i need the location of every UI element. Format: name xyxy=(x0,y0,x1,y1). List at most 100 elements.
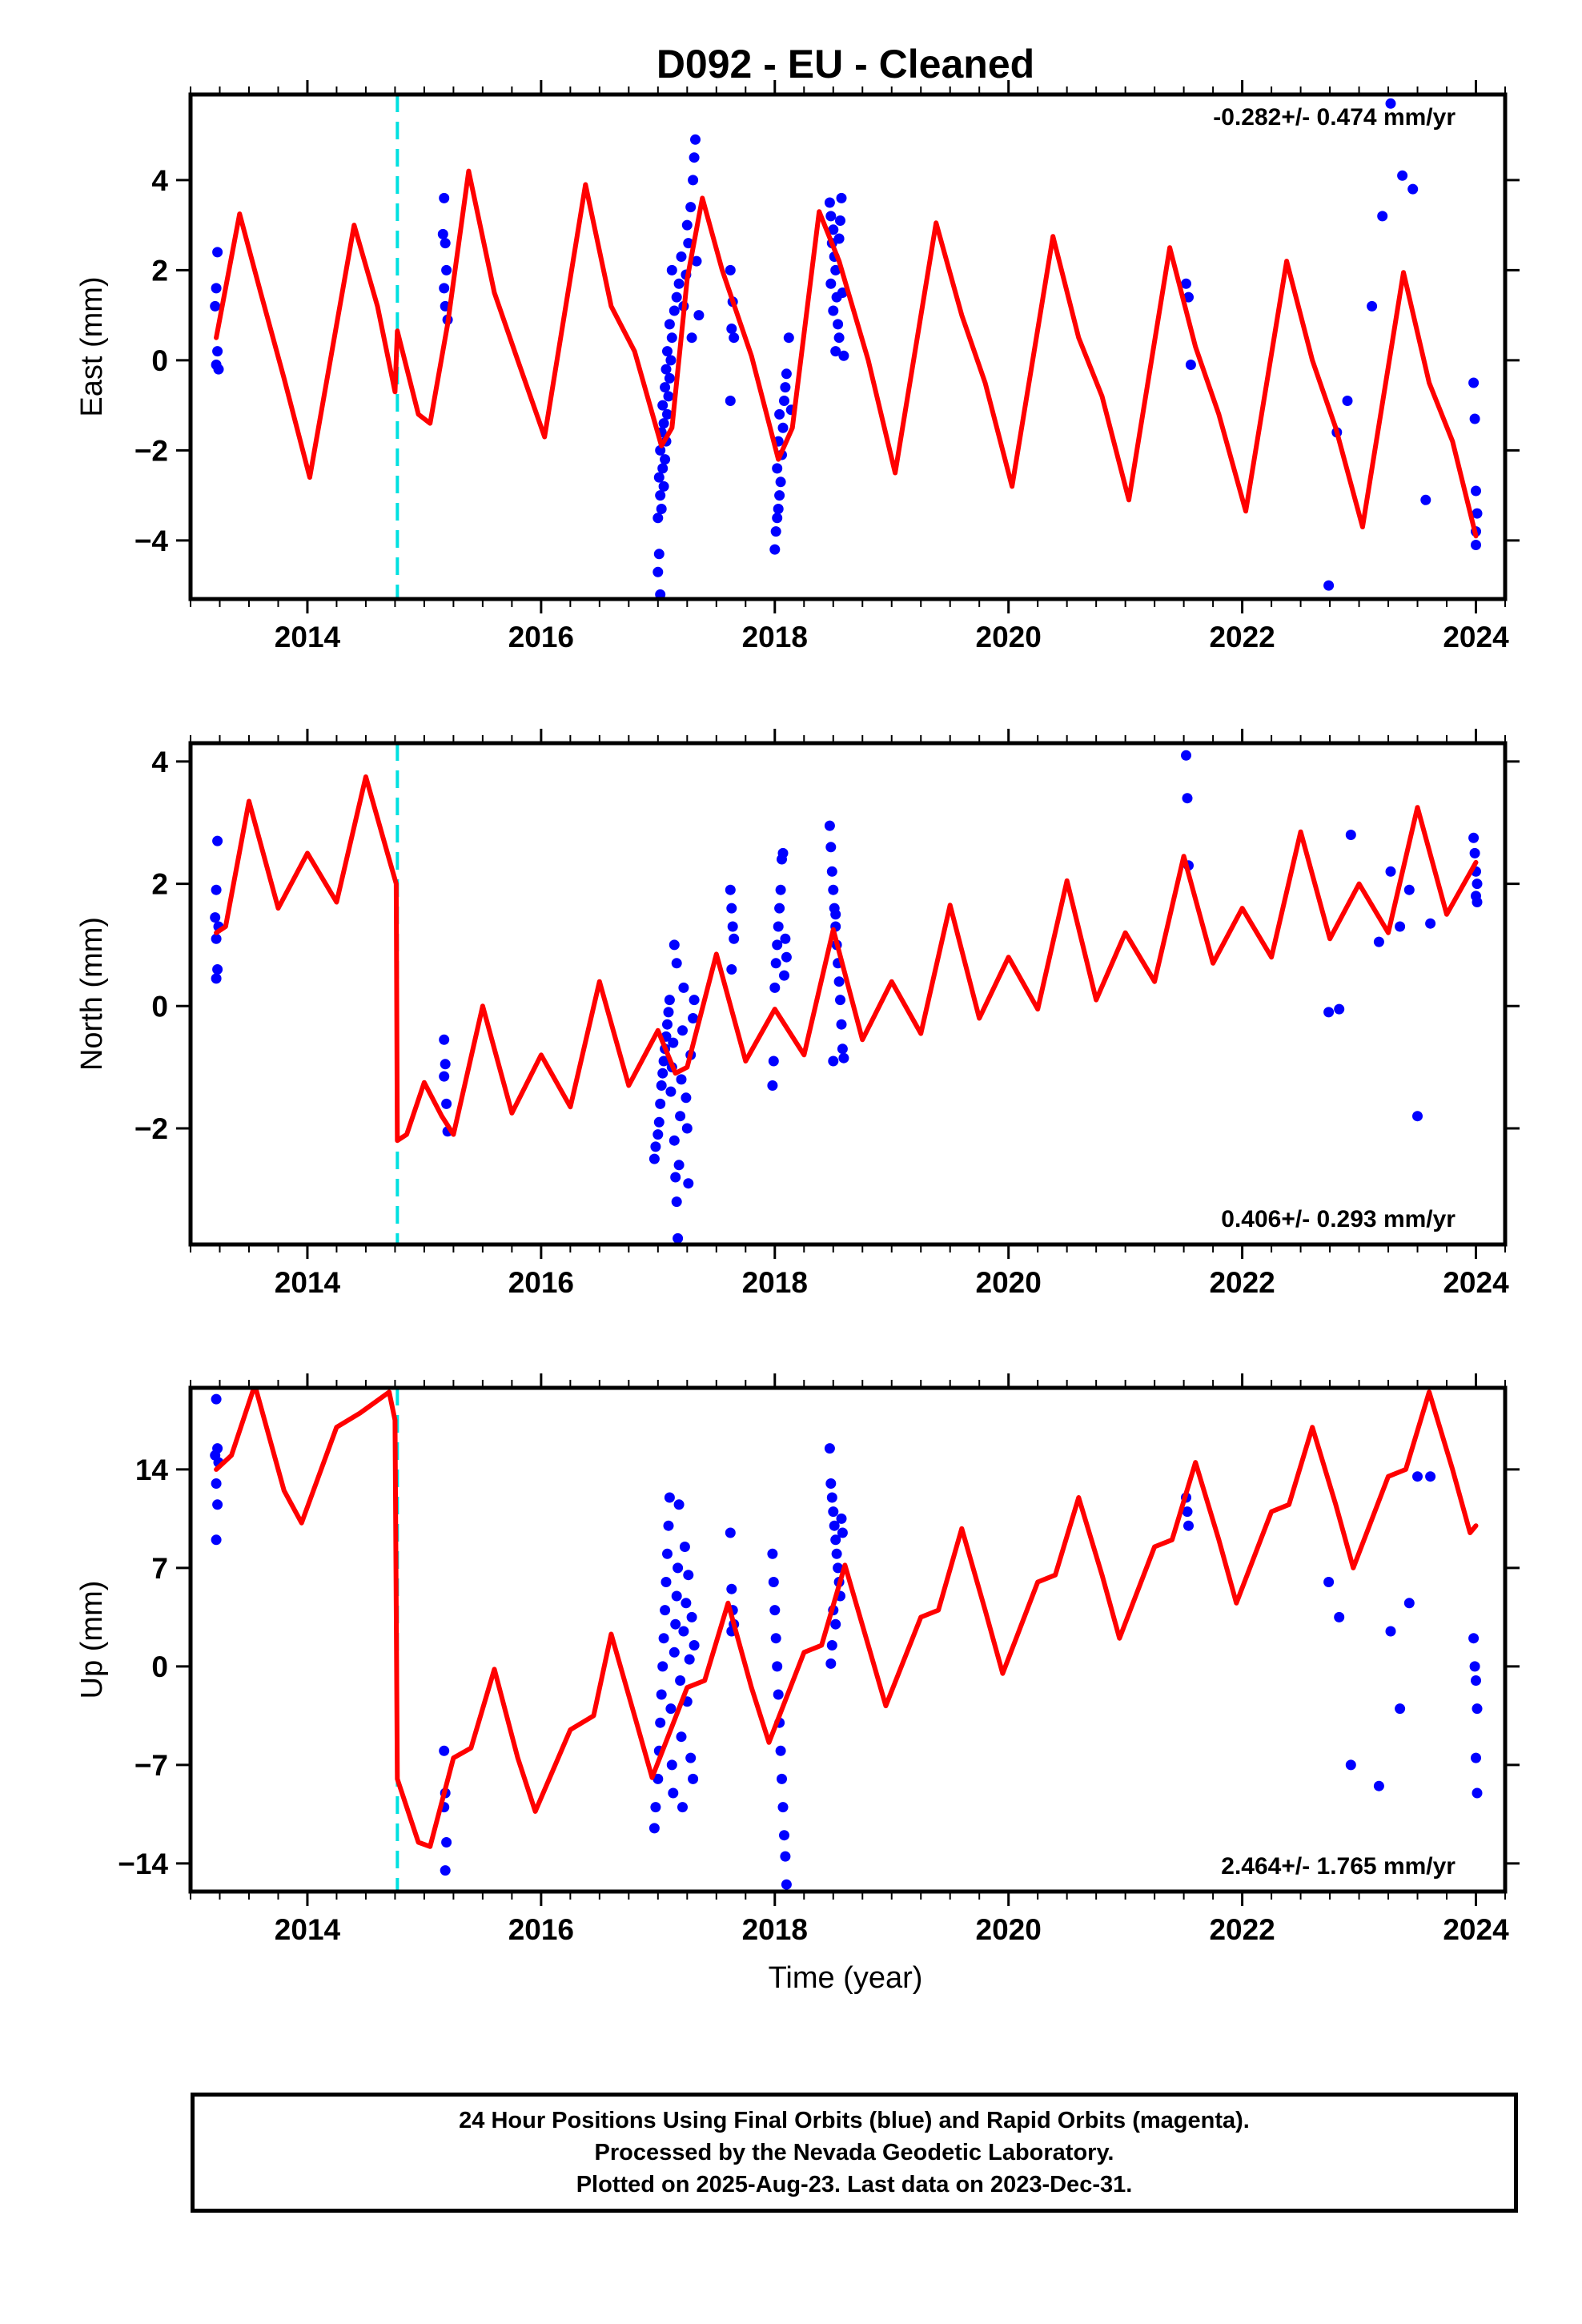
data-point xyxy=(648,1823,660,1834)
data-point xyxy=(1403,1598,1415,1609)
data-point xyxy=(655,1098,666,1109)
data-point xyxy=(1469,847,1480,858)
data-point xyxy=(668,1037,679,1048)
data-point xyxy=(693,310,705,321)
data-point xyxy=(1425,1471,1436,1482)
data-point xyxy=(1420,494,1431,505)
data-point xyxy=(683,1178,694,1189)
data-point xyxy=(683,238,694,249)
data-point xyxy=(1373,936,1384,947)
data-point xyxy=(726,324,737,334)
data-point xyxy=(658,1633,669,1644)
x-tick-label: 2014 xyxy=(275,1913,341,1946)
data-point xyxy=(1182,793,1193,804)
data-point xyxy=(676,1074,687,1085)
data-point xyxy=(1181,750,1191,761)
data-point xyxy=(773,1689,784,1700)
data-point xyxy=(211,933,222,944)
y-tick-label: 14 xyxy=(135,1454,169,1486)
model-curve-up xyxy=(214,1388,1479,1849)
data-point xyxy=(830,346,841,357)
data-point xyxy=(1183,1520,1194,1531)
data-point xyxy=(1367,300,1378,312)
data-point xyxy=(838,1052,849,1063)
data-point xyxy=(773,921,784,932)
plot-frame-east xyxy=(188,92,1508,601)
data-point xyxy=(670,1618,681,1630)
x-tick-label: 2018 xyxy=(742,1266,808,1299)
data-point xyxy=(688,1013,699,1023)
x-tick-label: 2014 xyxy=(275,1266,341,1299)
data-point xyxy=(767,1080,778,1091)
data-point xyxy=(1471,1675,1481,1686)
data-point xyxy=(656,1689,667,1700)
data-point xyxy=(1407,183,1419,195)
data-point xyxy=(439,1034,450,1045)
data-point xyxy=(825,278,837,289)
data-point xyxy=(1323,580,1335,591)
data-point xyxy=(212,1499,223,1510)
data-point xyxy=(1425,918,1436,929)
data-point xyxy=(661,364,672,375)
y-axis-label-north: North (mm) xyxy=(75,917,109,1071)
data-point xyxy=(653,549,665,560)
data-point xyxy=(833,1562,844,1574)
data-point xyxy=(676,1731,687,1743)
data-point xyxy=(1323,1007,1335,1018)
data-point xyxy=(772,463,783,474)
data-point xyxy=(828,305,839,316)
x-tick-label: 2018 xyxy=(742,621,808,653)
data-point xyxy=(833,976,845,987)
data-point xyxy=(772,1661,783,1672)
data-point xyxy=(1377,211,1388,222)
data-point xyxy=(657,1068,669,1079)
plot-area-east xyxy=(210,94,1483,599)
plot-area-up xyxy=(210,1388,1483,1892)
data-point xyxy=(833,332,845,344)
data-point xyxy=(830,264,841,275)
data-point xyxy=(837,1527,848,1538)
data-point xyxy=(210,300,221,312)
model-curve-east xyxy=(214,168,1479,539)
data-point xyxy=(655,490,666,501)
data-point xyxy=(830,1618,841,1630)
y-tick-label: 4 xyxy=(151,746,168,778)
data-point xyxy=(211,1534,222,1546)
data-point xyxy=(669,1135,680,1146)
x-tick-label: 2022 xyxy=(1209,1913,1275,1946)
data-point xyxy=(657,400,669,411)
data-point xyxy=(1345,830,1356,840)
y-tick-label: 2 xyxy=(151,254,168,287)
data-point xyxy=(675,1111,686,1122)
data-point xyxy=(772,513,783,524)
data-point xyxy=(770,958,781,969)
data-point xyxy=(662,408,673,420)
data-point xyxy=(671,292,682,303)
data-point xyxy=(660,454,671,465)
data-point xyxy=(661,1577,672,1587)
data-point xyxy=(650,1802,661,1813)
data-point xyxy=(657,1661,669,1672)
data-point xyxy=(835,215,845,226)
y-tick-label: 4 xyxy=(151,164,168,197)
plot-area-north xyxy=(210,743,1483,1244)
y-tick-label: −14 xyxy=(118,1848,168,1880)
data-point xyxy=(838,350,849,361)
data-point xyxy=(1472,1787,1483,1799)
y-tick-label: 0 xyxy=(151,1651,168,1683)
data-point xyxy=(689,152,700,163)
data-point xyxy=(780,1851,791,1862)
data-point xyxy=(671,958,682,969)
data-point xyxy=(726,964,737,975)
data-point xyxy=(1182,1506,1193,1518)
data-point xyxy=(666,264,677,275)
data-point xyxy=(826,866,837,877)
data-point xyxy=(671,1590,682,1602)
data-point xyxy=(677,1025,688,1036)
data-point xyxy=(685,202,697,213)
data-point xyxy=(779,1830,789,1841)
data-point xyxy=(673,1232,684,1244)
data-point xyxy=(729,332,740,344)
data-point xyxy=(439,1745,450,1756)
